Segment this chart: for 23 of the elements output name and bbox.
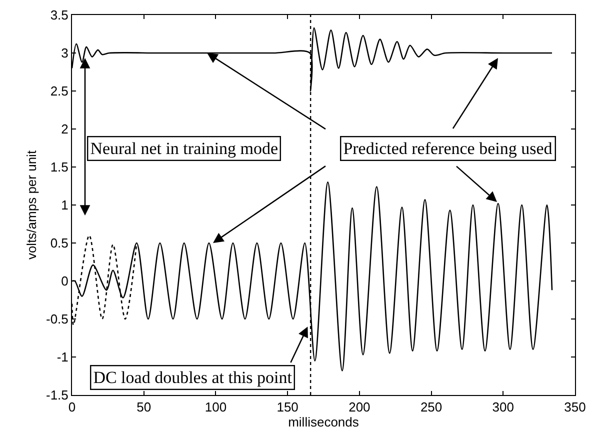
x-tick-label: 300 [492, 400, 514, 415]
annotation: Neural net in training mode [90, 139, 278, 158]
y-tick-label: 0 [61, 274, 68, 289]
x-tick-label: 350 [564, 400, 586, 415]
y-tick-label: 1 [61, 198, 68, 213]
y-tick-label: 2 [61, 122, 68, 137]
y-tick-label: -0.5 [46, 312, 68, 327]
y-tick-label: 1.5 [50, 160, 68, 175]
x-tick-label: 100 [204, 400, 227, 415]
y-axis-title: volts/amps per unit [24, 150, 39, 260]
y-tick-label: 3 [61, 46, 68, 61]
y-tick-label: 3.5 [50, 8, 68, 23]
y-tick-label: 2.5 [50, 84, 68, 99]
y-tick-label: 0.5 [50, 236, 68, 251]
y-tick-label: -1.5 [46, 388, 68, 403]
annotation: DC load doubles at this point [93, 368, 292, 388]
y-tick-label: -1 [56, 350, 68, 365]
x-tick-label: 200 [348, 400, 370, 415]
x-tick-label: 250 [420, 400, 442, 415]
x-tick-label: 150 [276, 400, 298, 415]
x-axis-title: milliseconds [288, 414, 360, 430]
x-tick-label: 50 [136, 400, 152, 415]
annotation: Predicted reference being used [343, 139, 553, 158]
